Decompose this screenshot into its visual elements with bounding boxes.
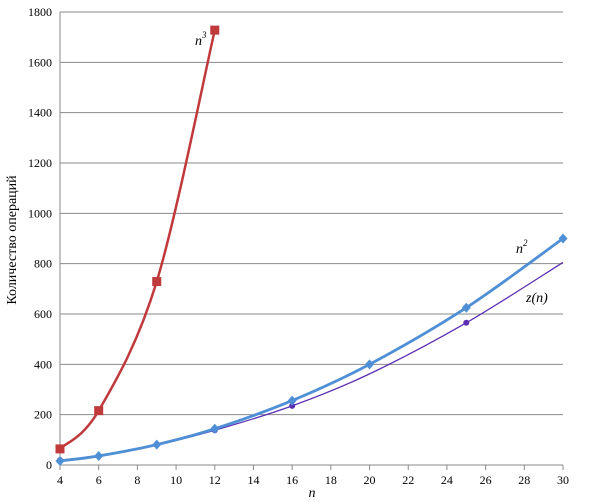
point-zn-16 bbox=[289, 402, 296, 409]
y-tick-label-600: 600 bbox=[34, 307, 52, 321]
point-n3-9 bbox=[152, 277, 162, 287]
x-tick-label-24: 24 bbox=[441, 473, 453, 487]
x-tick-label-4: 4 bbox=[57, 473, 63, 487]
axis-layer: 0 200 400 600 800 1000 1200 1400 1600 1800 4 6 8 10 12… bbox=[28, 5, 569, 487]
series-layer bbox=[55, 25, 568, 466]
y-tick-label-1200: 1200 bbox=[28, 156, 52, 170]
series-label-superscript-n3: 3 bbox=[201, 30, 207, 40]
x-tick-label-28: 28 bbox=[518, 473, 530, 487]
point-n2-16 bbox=[287, 395, 297, 406]
x-tick-label-16: 16 bbox=[286, 473, 298, 487]
point-n3-12 bbox=[210, 25, 220, 35]
x-tick-label-30: 30 bbox=[557, 473, 569, 487]
label-layer: n3 n2 z(n) bbox=[195, 30, 548, 306]
x-tick-label-20: 20 bbox=[364, 473, 376, 487]
x-tick-label-18: 18 bbox=[325, 473, 337, 487]
x-tick-label-12: 12 bbox=[209, 473, 221, 487]
y-tick-label-0: 0 bbox=[46, 458, 52, 472]
point-n3-4 bbox=[55, 444, 65, 454]
series-label-n2: n2 bbox=[516, 238, 528, 257]
x-tick-label-10: 10 bbox=[170, 473, 182, 487]
series-line-n3 bbox=[59, 29, 216, 450]
y-tick-label-400: 400 bbox=[34, 357, 52, 371]
point-zn-25 bbox=[463, 319, 470, 326]
y-tick-label-1000: 1000 bbox=[28, 206, 52, 220]
point-n2-9 bbox=[152, 439, 162, 450]
y-tick-label-1800: 1800 bbox=[28, 5, 52, 19]
y-tick-label-200: 200 bbox=[34, 408, 52, 422]
y-tick-label-800: 800 bbox=[34, 257, 52, 271]
point-n2-12 bbox=[210, 423, 220, 434]
x-tick-label-8: 8 bbox=[134, 473, 140, 487]
series-label-superscript-n2: 2 bbox=[523, 238, 528, 248]
series-label-n3: n3 bbox=[195, 30, 207, 49]
x-axis-title: n bbox=[309, 486, 316, 501]
y-axis-title: Количество операций bbox=[5, 175, 20, 305]
x-tick-label-14: 14 bbox=[247, 473, 259, 487]
x-tick-label-6: 6 bbox=[96, 473, 102, 487]
point-n3-6 bbox=[94, 406, 104, 416]
point-n2-20 bbox=[365, 359, 375, 370]
point-n2-6 bbox=[94, 450, 104, 461]
x-tick-label-26: 26 bbox=[480, 473, 492, 487]
series-label-zn: z(n) bbox=[525, 291, 548, 306]
series-line-n2 bbox=[59, 237, 564, 463]
y-tick-label-1600: 1600 bbox=[28, 55, 52, 69]
point-n2-30 bbox=[558, 233, 568, 244]
x-tick-label-22: 22 bbox=[402, 473, 414, 487]
point-n2-4 bbox=[55, 455, 65, 466]
point-n2-25 bbox=[461, 302, 471, 313]
y-tick-label-1400: 1400 bbox=[28, 106, 52, 120]
grid-layer bbox=[60, 11, 563, 466]
